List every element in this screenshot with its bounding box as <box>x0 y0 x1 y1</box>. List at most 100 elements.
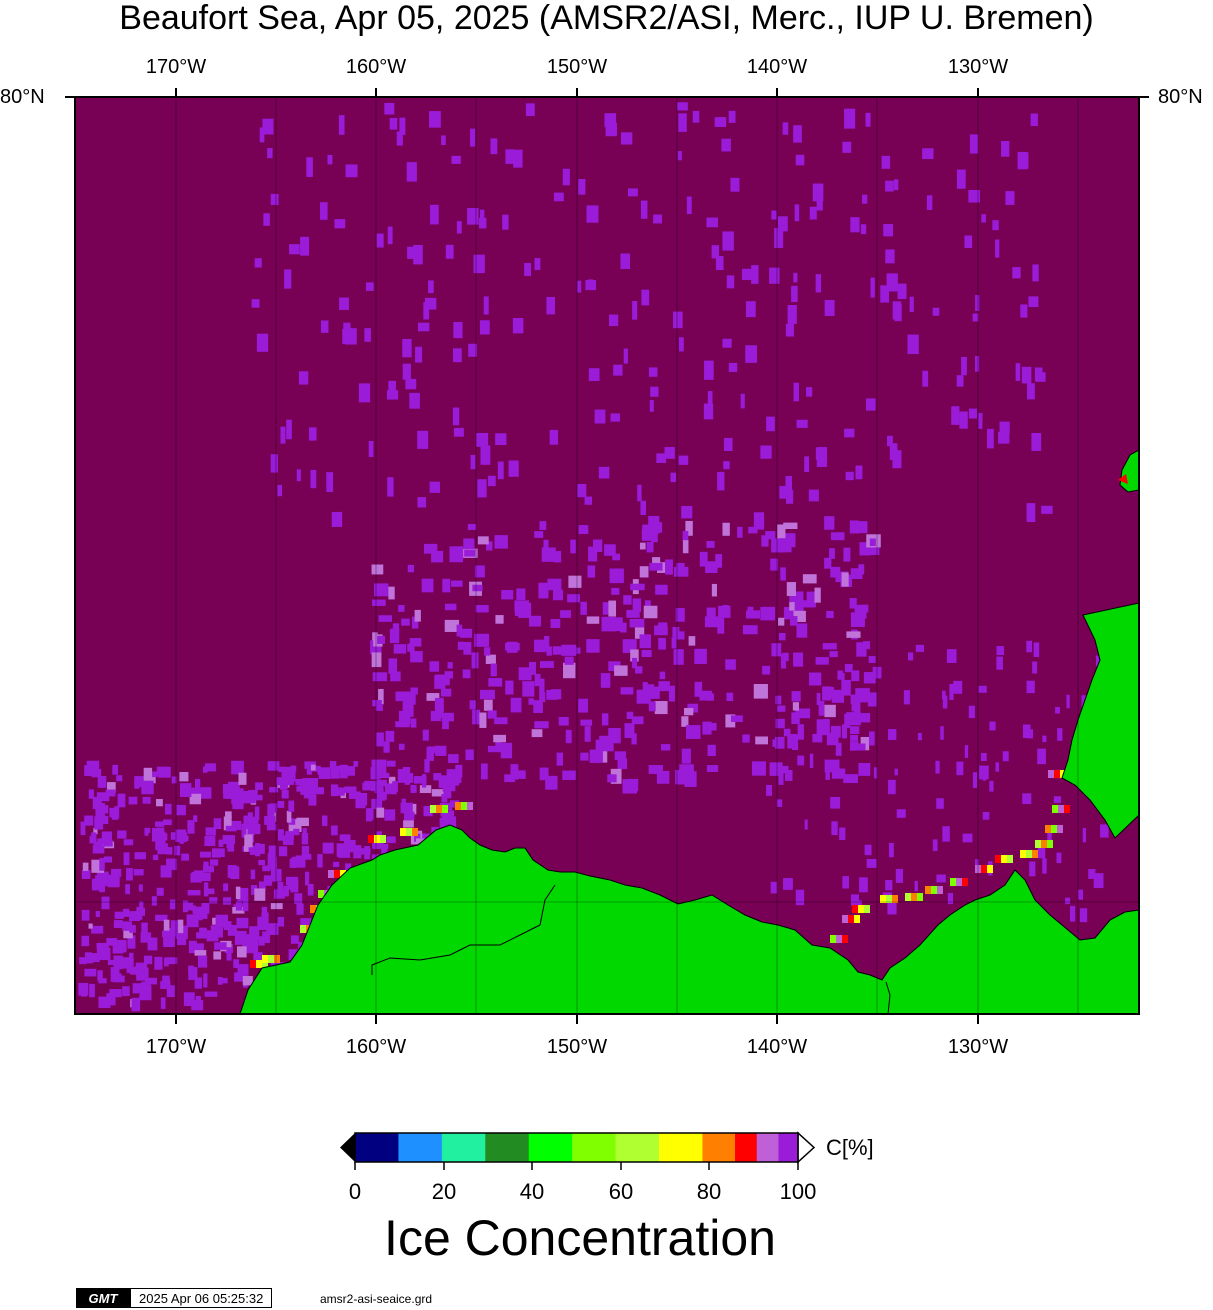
ice-speckle <box>134 780 140 789</box>
ice-speckle <box>301 845 310 858</box>
ice-speckle <box>968 189 981 203</box>
ice-speckle <box>395 721 410 728</box>
ice-speckle <box>429 661 440 672</box>
ice-speckle <box>855 465 863 480</box>
ice-speckle <box>639 542 646 550</box>
ice-speckle <box>258 859 266 866</box>
ice-speckle <box>706 765 719 772</box>
ice-speckle <box>853 701 861 714</box>
ice-speckle <box>479 320 490 335</box>
ice-speckle <box>266 824 277 831</box>
ice-speckle <box>808 489 819 502</box>
ice-speckle <box>888 842 894 858</box>
ice-speckle <box>824 557 832 569</box>
ice-speckle <box>607 774 617 783</box>
ice-speckle <box>831 689 845 703</box>
ice-speckle <box>829 651 838 658</box>
ice-speckle <box>435 745 447 756</box>
ice-speckle <box>995 239 1000 258</box>
ice-speckle <box>442 786 452 799</box>
colorbar-cell <box>756 1133 779 1162</box>
ice-speckle <box>214 942 227 950</box>
ice-speckle <box>986 428 994 449</box>
ice-speckle <box>479 217 487 229</box>
ice-speckle <box>344 786 357 793</box>
ice-speckle <box>392 623 400 639</box>
ice-speckle <box>438 775 448 788</box>
ice-speckle <box>234 930 247 945</box>
ice-speckle <box>771 643 782 657</box>
ice-speckle <box>658 637 666 650</box>
ice-speckle <box>685 520 693 536</box>
ice-speckle <box>656 453 667 463</box>
ice-speckle <box>409 638 422 647</box>
ice-speckle <box>818 700 825 716</box>
ice-speckle <box>441 712 454 722</box>
ice-speckle <box>778 769 784 785</box>
ice-speckle <box>745 345 757 363</box>
ice-speckle <box>841 572 849 587</box>
ice-speckle <box>620 132 633 145</box>
ice-speckle <box>419 785 432 794</box>
ice-speckle <box>110 967 120 974</box>
ice-speckle <box>804 819 808 830</box>
ice-speckle <box>223 883 229 892</box>
ice-speckle <box>386 390 399 400</box>
ice-speckle <box>93 827 98 835</box>
ice-speckle <box>203 973 208 988</box>
ice-speckle <box>769 267 780 284</box>
ice-speckle <box>1032 264 1039 282</box>
ice-speckle <box>620 687 634 695</box>
ice-speckle <box>444 603 457 611</box>
ice-speckle <box>217 976 223 985</box>
ice-speckle <box>612 569 624 577</box>
ice-speckle <box>539 767 549 781</box>
ice-speckle <box>753 512 765 530</box>
ice-speckle <box>601 713 609 726</box>
ice-speckle <box>310 764 316 771</box>
ice-speckle <box>291 856 302 864</box>
ice-speckle <box>277 882 284 894</box>
ice-speckle <box>453 321 463 339</box>
ice-speckle <box>300 236 310 256</box>
ice-speckle <box>406 162 417 182</box>
ice-speckle <box>962 833 973 843</box>
ice-speckle <box>234 972 246 982</box>
ice-speckle <box>484 647 491 656</box>
ice-speckle <box>227 841 235 852</box>
ice-speckle <box>448 754 459 763</box>
ice-speckle <box>949 683 954 700</box>
ice-speckle <box>79 957 87 965</box>
ice-speckle <box>285 831 294 840</box>
ice-speckle <box>711 583 717 597</box>
ice-speckle <box>122 921 132 931</box>
coastal-ice-cell <box>400 828 406 836</box>
ice-speckle <box>742 625 758 635</box>
ice-speckle <box>248 789 258 799</box>
colorbar <box>340 1131 816 1170</box>
coastal-ice-cell <box>1045 825 1051 833</box>
coastal-ice-cell <box>917 893 923 901</box>
ice-speckle <box>469 700 477 710</box>
ice-speckle <box>980 752 987 762</box>
ice-speckle <box>658 681 670 692</box>
ice-speckle <box>1033 642 1040 657</box>
coastal-ice-cell <box>374 835 380 843</box>
ice-speckle <box>880 285 890 303</box>
ice-speckle <box>897 283 907 300</box>
ice-speckle <box>320 320 329 333</box>
ice-speckle <box>721 138 731 152</box>
coastal-ice-cell <box>962 878 968 886</box>
ice-speckle <box>276 777 287 786</box>
ice-speckle <box>586 616 600 624</box>
coastal-ice-cell <box>892 895 898 903</box>
ice-speckle <box>154 956 163 970</box>
ice-speckle <box>193 815 198 822</box>
ice-speckle <box>255 782 263 790</box>
ice-speckle <box>1056 852 1062 864</box>
coastal-ice-cell <box>268 955 274 963</box>
ice-speckle <box>248 845 258 852</box>
ice-speckle <box>706 217 718 228</box>
ice-speckle <box>947 892 954 905</box>
ice-speckle <box>289 244 300 255</box>
